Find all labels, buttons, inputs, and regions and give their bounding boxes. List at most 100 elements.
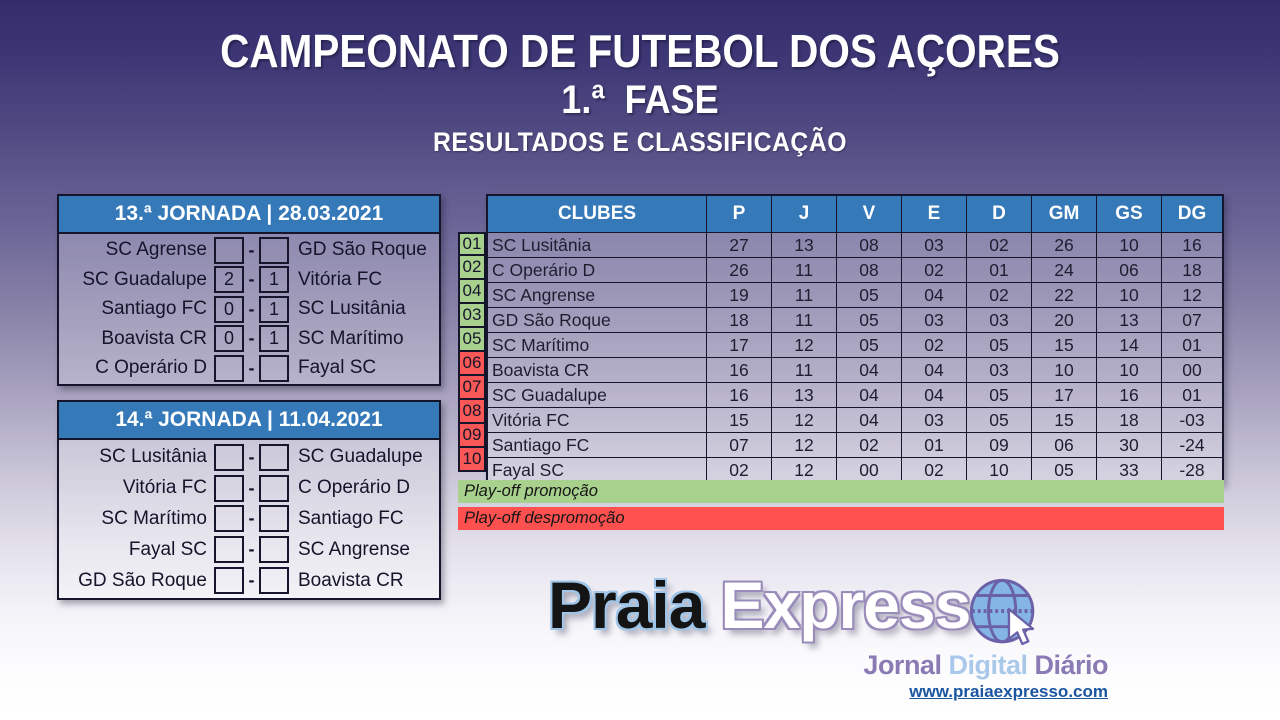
jornada-14-fixtures: SC Lusitânia - SC Guadalupe Vitória FC - C Op… [59, 440, 439, 598]
stat-cell-v: 05 [836, 308, 901, 332]
stat-cell-j: 11 [771, 358, 836, 382]
fixture-row: SC Lusitânia - SC Guadalupe [59, 443, 439, 471]
stat-cell-j: 13 [771, 233, 836, 257]
away-score-box [259, 443, 289, 471]
fixture-row: Boavista CR 0-1 SC Marítimo [59, 325, 439, 352]
home-score-box [214, 567, 244, 595]
standings-position-column: 01 02 04 03 05 06 07 08 09 10 [458, 232, 486, 472]
away-score-box [259, 474, 289, 502]
stat-cell-d: 02 [966, 283, 1031, 307]
stat-cell-gm: 10 [1031, 358, 1096, 382]
fixture-row: SC Marítimo - Santiago FC [59, 505, 439, 533]
stat-cell-gs: 30 [1096, 433, 1161, 457]
stat-cell-j: 12 [771, 433, 836, 457]
home-team-label: SC Agrense [105, 239, 207, 260]
stat-cell-gs: 10 [1096, 233, 1161, 257]
stat-cell-e: 03 [901, 233, 966, 257]
stat-cell-d: 03 [966, 308, 1031, 332]
standings-header-row: CLUBES P J V E D GM GS DG [488, 196, 1222, 232]
stat-cell-v: 02 [836, 433, 901, 457]
column-header-gs: GS [1096, 196, 1161, 232]
stat-cell-gm: 15 [1031, 408, 1096, 432]
stat-cell-j: 12 [771, 333, 836, 357]
away-team-label: C Operário D [298, 477, 410, 499]
stat-cell-v: 08 [836, 258, 901, 282]
stat-cell-dg: 00 [1161, 358, 1222, 382]
stat-cell-dg: 12 [1161, 283, 1222, 307]
home-score-box: 2 [214, 266, 244, 293]
stat-cell-d: 02 [966, 233, 1031, 257]
stat-cell-e: 04 [901, 383, 966, 407]
away-team-label: Boavista CR [298, 569, 404, 591]
table-row: SC Guadalupe 16 13 04 04 05 17 16 01 [488, 382, 1222, 407]
title-line-3: RESULTADOS E CLASSIFICAÇÃO [432, 126, 847, 157]
home-score-box [214, 505, 244, 533]
club-name-cell: Fayal SC [492, 459, 564, 480]
table-row: Boavista CR 16 11 04 04 03 10 10 00 [488, 357, 1222, 382]
stat-cell-v: 08 [836, 233, 901, 257]
score-separator: - [248, 357, 255, 378]
legend-playoff-promotion: Play-off promoção [458, 480, 1224, 503]
home-score-box [214, 236, 244, 264]
stat-cell-v: 04 [836, 383, 901, 407]
stat-cell-v: 00 [836, 458, 901, 482]
club-name-cell: SC Guadalupe [492, 384, 607, 405]
stat-cell-dg: -03 [1161, 408, 1222, 432]
table-row: GD São Roque 18 11 05 03 03 20 13 07 [488, 307, 1222, 332]
score-separator: - [248, 269, 255, 289]
globe-cursor-icon [970, 578, 1035, 646]
column-header-gm: GM [1031, 196, 1096, 232]
table-row: C Operário D 26 11 08 02 01 24 06 18 [488, 257, 1222, 282]
jornada-13-header: 13.ª JORNADA | 28.03.2021 [59, 196, 439, 234]
column-header-d: D [966, 196, 1031, 232]
home-score-box [214, 443, 244, 471]
fixture-row: C Operário D - Fayal SC [59, 354, 439, 382]
away-score-box [259, 354, 289, 382]
stat-cell-gs: 16 [1096, 383, 1161, 407]
stat-cell-p: 17 [706, 333, 771, 357]
fixture-row: Santiago FC 0-1 SC Lusitânia [59, 295, 439, 323]
table-row: Fayal SC 02 12 00 02 10 05 33 -28 [488, 457, 1222, 482]
stat-cell-gm: 24 [1031, 258, 1096, 282]
away-team-label: SC Marítimo [298, 327, 404, 349]
fixture-row: SC Agrense - GD São Roque [59, 236, 439, 264]
away-team-label: SC Lusitânia [298, 298, 406, 319]
logo-word-express: Express [720, 568, 971, 642]
column-header-v: V [836, 196, 901, 232]
stat-cell-p: 19 [706, 283, 771, 307]
stat-cell-p: 26 [706, 258, 771, 282]
fixture-row: SC Guadalupe 2-1 Vitória FC [59, 266, 439, 293]
standings-rows: SC Lusitânia 27 13 08 03 02 26 10 16 C Operário D… [488, 232, 1222, 482]
stat-cell-dg: 07 [1161, 308, 1222, 332]
stat-cell-p: 15 [706, 408, 771, 432]
stat-cell-p: 16 [706, 358, 771, 382]
stat-cell-gm: 05 [1031, 458, 1096, 482]
home-team-label: GD São Roque [78, 569, 207, 591]
home-score-box: 0 [214, 325, 244, 352]
position-badge: 06 [458, 352, 486, 376]
logo-word-praia: Praia [548, 568, 705, 642]
stat-cell-gm: 22 [1031, 283, 1096, 307]
position-badge: 08 [458, 400, 486, 424]
score-separator: - [248, 477, 255, 498]
stat-cell-e: 03 [901, 408, 966, 432]
table-row: Vitória FC 15 12 04 03 05 15 18 -03 [488, 407, 1222, 432]
stat-cell-gm: 06 [1031, 433, 1096, 457]
position-badge: 05 [458, 328, 486, 352]
website-link[interactable]: www.praiaexpresso.com [909, 682, 1108, 701]
stat-cell-j: 12 [771, 408, 836, 432]
away-team-label: Vitória FC [298, 268, 383, 290]
column-header-e: E [901, 196, 966, 232]
stat-cell-e: 03 [901, 308, 966, 332]
home-team-label: Santiago FC [101, 298, 207, 319]
away-team-label: GD São Roque [298, 239, 427, 260]
stat-cell-gs: 10 [1096, 358, 1161, 382]
stat-cell-gs: 33 [1096, 458, 1161, 482]
title-line-1: CAMPEONATO DE FUTEBOL DOS AÇORES [220, 25, 1060, 77]
stat-cell-gs: 13 [1096, 308, 1161, 332]
fixture-row: Vitória FC - C Operário D [59, 474, 439, 502]
fixture-row: Fayal SC - SC Angrense [59, 536, 439, 564]
position-badge: 02 [458, 256, 486, 280]
stat-cell-d: 10 [966, 458, 1031, 482]
away-score-box [259, 505, 289, 533]
